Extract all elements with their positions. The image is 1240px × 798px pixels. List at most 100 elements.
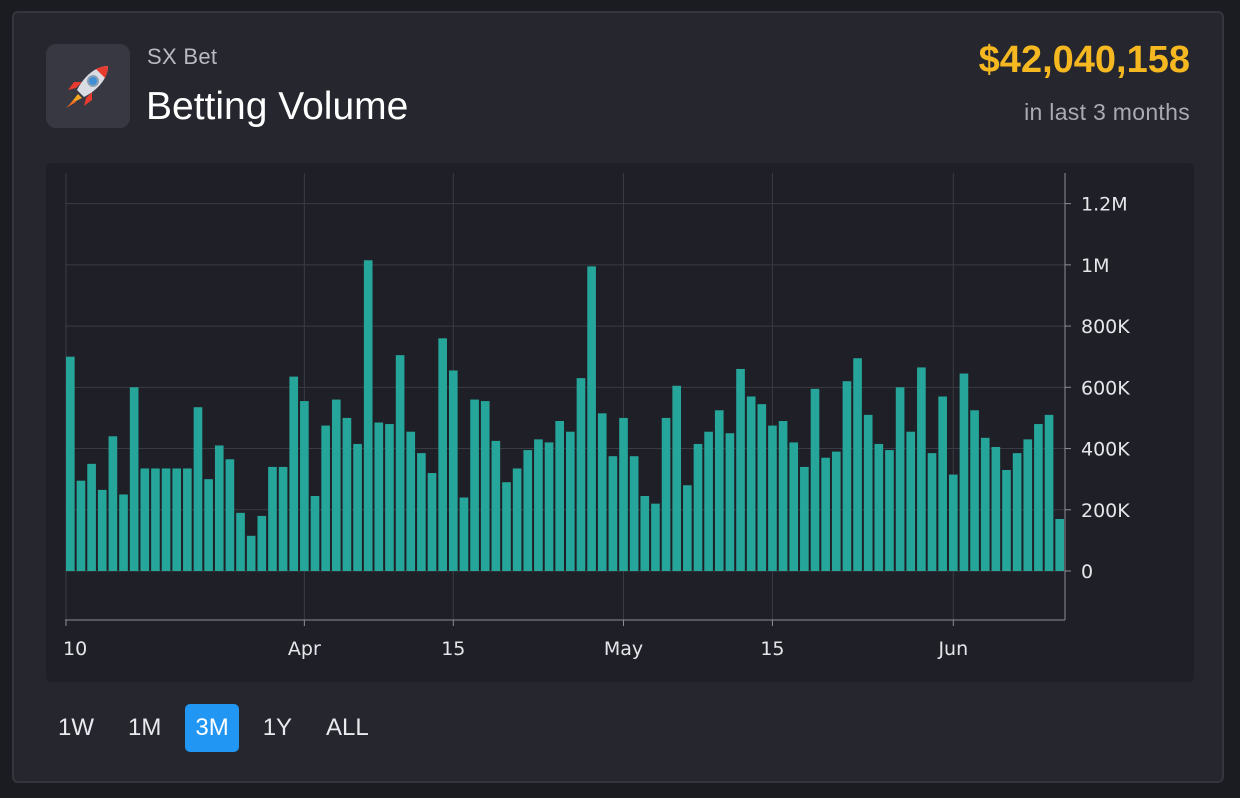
x-tick-label: Apr — [288, 638, 321, 660]
bar — [87, 463, 96, 572]
bar — [427, 473, 437, 572]
bar — [768, 425, 777, 572]
bar — [310, 496, 320, 572]
bar — [534, 439, 543, 572]
bar — [66, 356, 75, 572]
bar — [948, 474, 958, 572]
bar — [863, 414, 873, 572]
bar — [119, 494, 128, 572]
range-button-1m[interactable]: 1M — [128, 714, 162, 741]
bar — [342, 417, 352, 572]
bar — [672, 385, 682, 572]
bar — [608, 456, 618, 572]
bar — [448, 370, 458, 572]
bar — [480, 401, 490, 572]
bar — [746, 396, 756, 572]
bar — [704, 431, 713, 572]
bar — [470, 399, 479, 572]
total-volume: $42,040,158 — [978, 39, 1190, 81]
bar — [321, 425, 330, 572]
bar — [1055, 518, 1064, 572]
bar — [459, 497, 469, 572]
bar — [576, 378, 586, 572]
bar — [597, 413, 607, 572]
bar — [980, 437, 990, 572]
bar — [587, 266, 596, 572]
bar — [991, 447, 1001, 572]
bar — [629, 456, 639, 572]
y-tick-label: 200K — [1081, 500, 1130, 522]
bar — [970, 410, 979, 572]
x-tick-label: May — [604, 638, 643, 660]
bar — [278, 466, 288, 572]
project-logo — [46, 44, 130, 128]
y-tick-label: 800K — [1081, 316, 1130, 338]
bar — [874, 443, 884, 572]
bar — [161, 468, 171, 572]
y-tick-label: 400K — [1081, 439, 1130, 461]
bar — [853, 358, 862, 572]
y-tick-label: 600K — [1081, 377, 1130, 399]
range-button-all[interactable]: ALL — [326, 714, 369, 741]
volume-chart-svg: 0 200K 400K 600K 800K 1M 1.2M 10 Apr 15 May 15 Jun — [63, 173, 1130, 660]
x-tick-label: 15 — [441, 638, 465, 660]
bar — [906, 431, 916, 572]
range-selector: 1W 1M 3M 1Y ALL — [48, 704, 393, 752]
bar — [927, 453, 937, 572]
x-tick-label: 10 — [63, 638, 87, 660]
bar — [831, 451, 841, 572]
bar — [895, 387, 905, 572]
bar — [1034, 424, 1043, 572]
bar — [491, 440, 501, 572]
bar — [1044, 414, 1054, 572]
bar — [268, 466, 277, 572]
y-tick-label: 1.2M — [1081, 194, 1128, 216]
bar — [257, 515, 267, 572]
bar — [140, 468, 150, 572]
bar — [225, 459, 235, 572]
bar — [438, 338, 447, 572]
bar — [725, 433, 735, 572]
bar — [512, 468, 522, 572]
bar — [885, 450, 894, 572]
bar — [800, 466, 809, 572]
y-tick-label: 0 — [1081, 561, 1093, 583]
volume-chart: 0 200K 400K 600K 800K 1M 1.2M 10 Apr 15 May 15 Jun — [46, 163, 1194, 682]
bar — [757, 404, 767, 572]
bar — [193, 407, 203, 572]
bar — [76, 480, 86, 572]
bar — [736, 368, 745, 572]
bar — [683, 485, 692, 572]
bar — [1002, 469, 1011, 572]
bar — [417, 453, 426, 572]
bar — [129, 387, 139, 572]
range-button-1w[interactable]: 1W — [58, 714, 94, 741]
bar — [959, 373, 969, 572]
bar — [917, 367, 926, 572]
bar — [363, 260, 373, 572]
bar — [1023, 439, 1033, 572]
bar — [789, 442, 799, 572]
bar — [938, 396, 947, 572]
bar — [651, 503, 660, 572]
bar — [842, 381, 852, 572]
bar — [523, 450, 533, 572]
x-tick-label: Jun — [937, 638, 968, 660]
bar — [353, 443, 362, 572]
bar — [97, 489, 107, 572]
bar — [204, 479, 213, 572]
page-title: Betting Volume — [146, 85, 409, 128]
project-name: SX Bet — [147, 44, 218, 69]
bar — [619, 417, 628, 572]
bar — [374, 422, 384, 572]
bar — [1012, 453, 1022, 572]
bar — [151, 468, 160, 572]
bar — [693, 443, 703, 572]
bar — [214, 445, 224, 572]
bar — [544, 442, 554, 572]
y-tick-label: 1M — [1081, 255, 1109, 277]
range-button-1y[interactable]: 1Y — [262, 714, 293, 741]
bar — [555, 420, 564, 572]
bar — [810, 388, 820, 572]
range-button-3m[interactable]: 3M — [185, 704, 239, 752]
